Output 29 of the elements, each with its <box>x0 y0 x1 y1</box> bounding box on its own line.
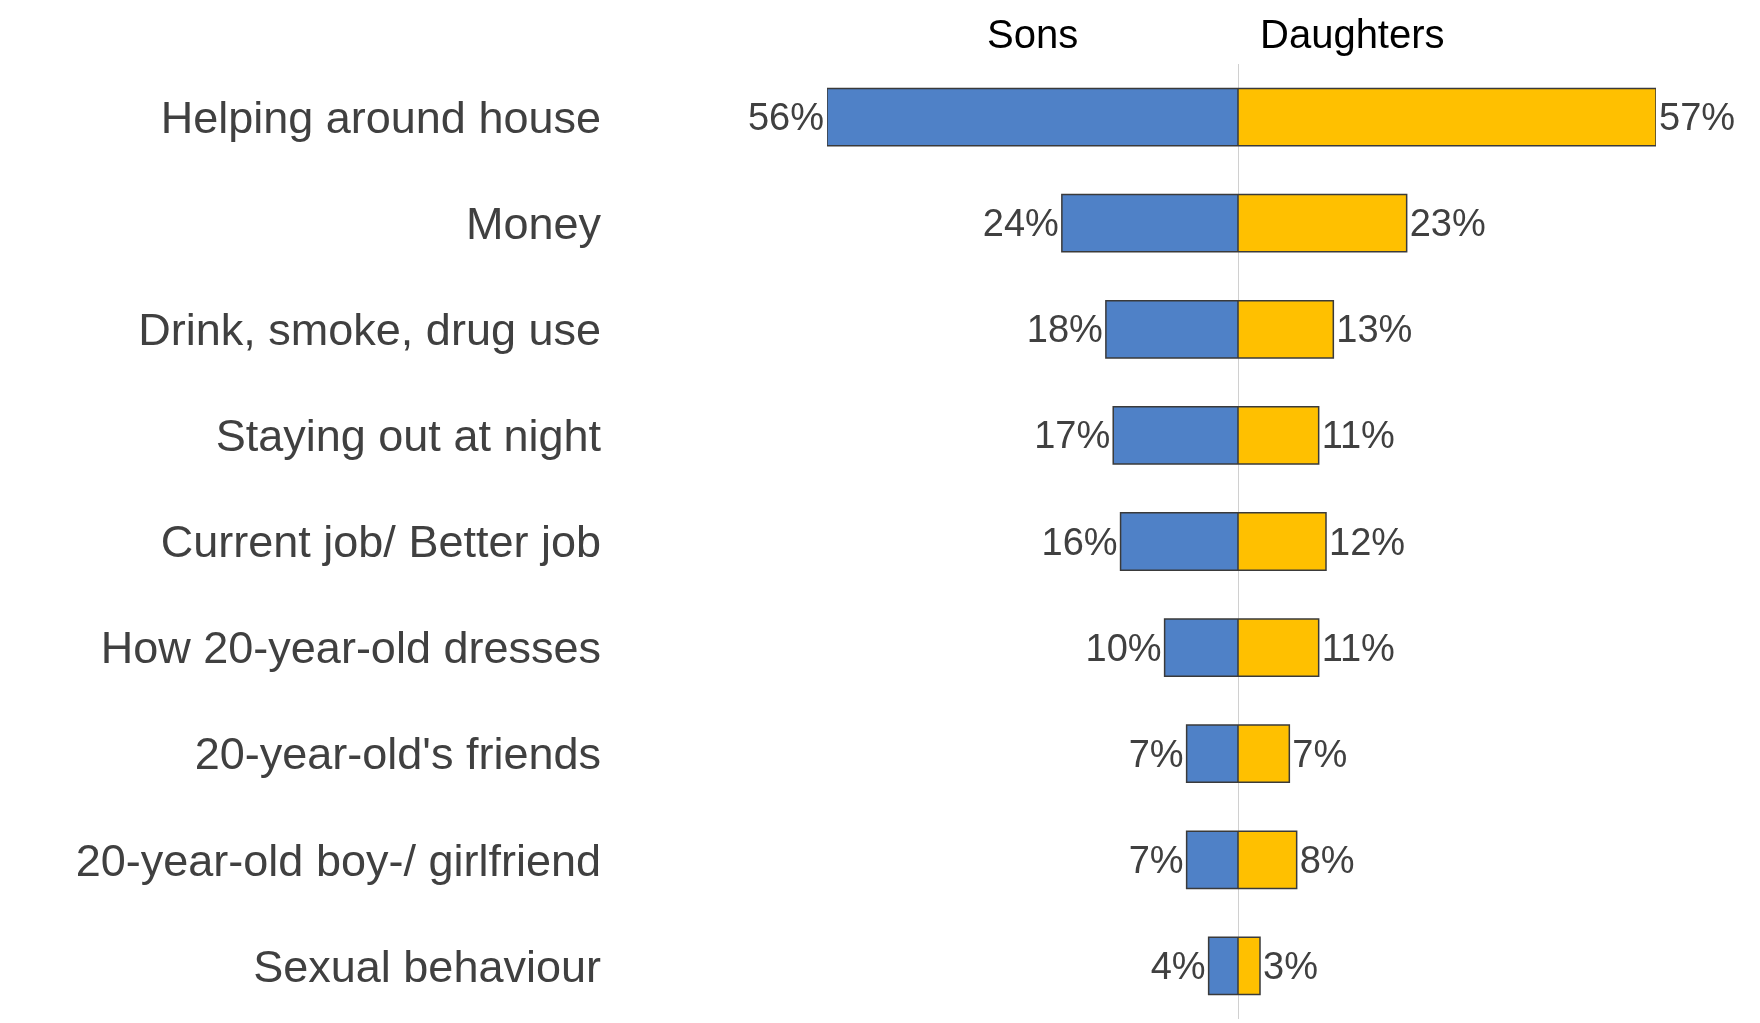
chart-title: Sons <box>987 12 1079 56</box>
data-label: 18% <box>1026 308 1103 351</box>
y-tick-label: 20-year-old's friends <box>194 728 601 780</box>
data-label: 16% <box>1041 520 1118 563</box>
data-label: 7% <box>1128 732 1184 775</box>
y-tick-label: Helping around house <box>160 91 601 143</box>
y-tick-label: Sexual behaviour <box>253 940 601 992</box>
data-label: 8% <box>1299 838 1355 881</box>
data-label: 7% <box>1128 838 1184 881</box>
data-label: 57% <box>1659 96 1736 139</box>
data-label: 56% <box>747 96 824 139</box>
data-label: 13% <box>1336 308 1413 351</box>
data-label: 4% <box>1150 944 1206 987</box>
data-label: 12% <box>1329 520 1406 563</box>
data-label: 11% <box>1321 414 1395 457</box>
data-label: 3% <box>1263 944 1318 987</box>
chart-title: Daughters <box>1260 12 1445 56</box>
data-label: 17% <box>1034 414 1111 457</box>
y-tick-label: 20-year-old boy-/ girlfriend <box>75 834 601 886</box>
y-tick-label: Current job/ Better job <box>160 516 601 568</box>
data-label: 7% <box>1292 732 1348 775</box>
data-label: 10% <box>1085 626 1162 669</box>
y-tick-label: Money <box>465 197 602 249</box>
data-label: 11% <box>1321 626 1395 669</box>
y-tick-label: How 20-year-old dresses <box>100 622 601 674</box>
y-tick-label: Drink, smoke, drug use <box>138 304 601 356</box>
y-tick-label: Staying out at night <box>215 410 602 462</box>
data-label: 23% <box>1409 202 1486 245</box>
data-label: 24% <box>982 202 1059 245</box>
